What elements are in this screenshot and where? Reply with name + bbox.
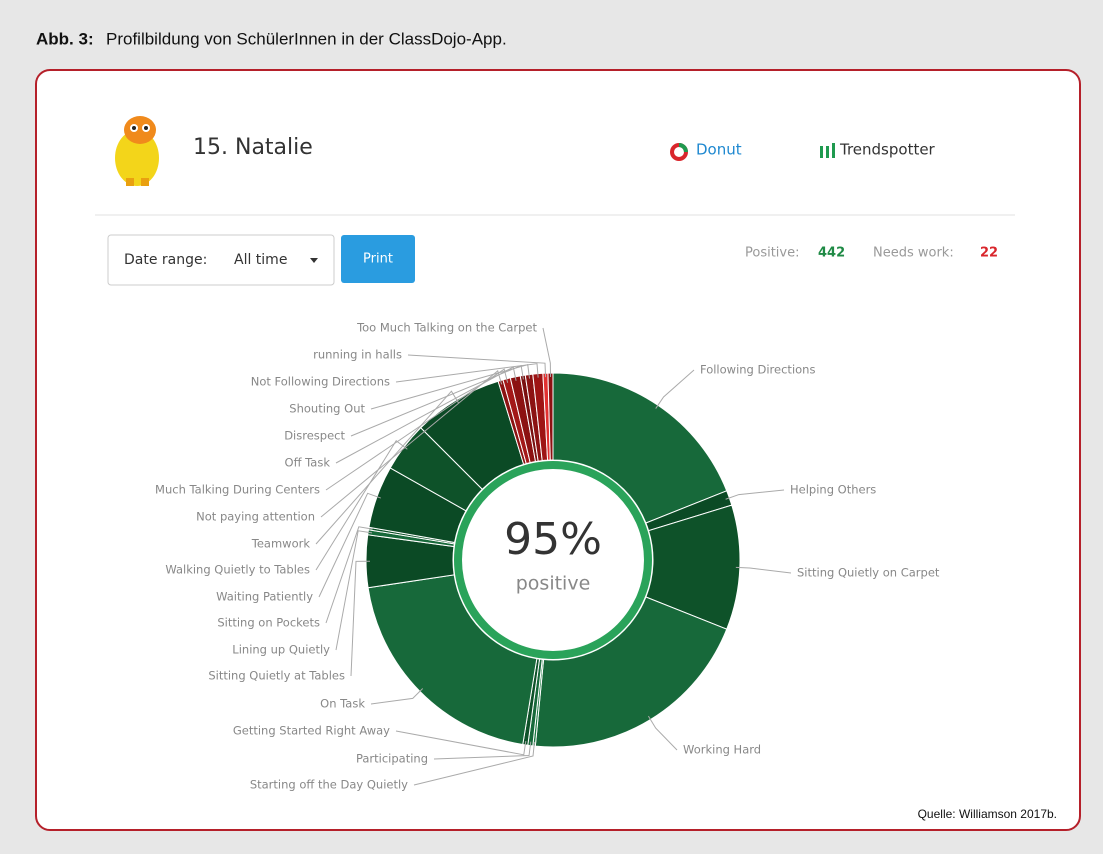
segment-label: Sitting Quietly on Carpet bbox=[797, 566, 940, 580]
segment-label: Much Talking During Centers bbox=[155, 483, 320, 497]
segment-label: Helping Others bbox=[790, 483, 876, 497]
segment-label: Too Much Talking on the Carpet bbox=[356, 321, 537, 335]
segment-label: Off Task bbox=[285, 456, 331, 470]
tab-donut[interactable]: Donut bbox=[696, 141, 742, 159]
source: Quelle: Williamson 2017b. bbox=[918, 807, 1057, 821]
segment-label: Walking Quietly to Tables bbox=[165, 563, 310, 577]
segment-label: Teamwork bbox=[251, 537, 311, 551]
caption-text: Profilbildung von SchülerInnen in der Cl… bbox=[106, 29, 507, 48]
tab-trendspotter[interactable]: Trendspotter bbox=[839, 141, 936, 159]
segment-label: Not paying attention bbox=[196, 510, 315, 524]
segment-label: Following Directions bbox=[700, 363, 815, 377]
date-range-value: All time bbox=[234, 252, 287, 268]
date-range-label: Date range: bbox=[124, 252, 207, 268]
segment-label: running in halls bbox=[313, 348, 402, 362]
student-name: 15. Natalie bbox=[193, 135, 313, 160]
segment-label: Not Following Directions bbox=[251, 375, 390, 389]
positive-value: 442 bbox=[818, 246, 845, 261]
needs-work-value: 22 bbox=[980, 246, 998, 261]
center-sublabel: positive bbox=[516, 573, 591, 595]
segment-label: On Task bbox=[320, 697, 365, 711]
positive-label: Positive: bbox=[745, 246, 800, 261]
segment-label: Sitting Quietly at Tables bbox=[208, 669, 345, 683]
segment-label: Sitting on Pockets bbox=[217, 616, 320, 630]
page: {"caption": {"label": "Abb. 3:", "text":… bbox=[0, 0, 1103, 854]
needs-work-label: Needs work: bbox=[873, 246, 954, 261]
segment-label: Waiting Patiently bbox=[216, 590, 313, 604]
figure: Abb. 3: Profilbildung von SchülerInnen i… bbox=[0, 0, 1103, 854]
caption-label: Abb. 3: bbox=[36, 29, 94, 48]
segment-label: Lining up Quietly bbox=[232, 643, 330, 657]
center-label: 95% bbox=[504, 514, 602, 565]
segment-label: Participating bbox=[356, 752, 428, 766]
segment-label: Getting Started Right Away bbox=[233, 724, 390, 738]
segment-label: Starting off the Day Quietly bbox=[250, 778, 408, 792]
segment-label: Disrespect bbox=[284, 429, 345, 443]
print-label: Print bbox=[363, 252, 393, 267]
segment-label: Working Hard bbox=[683, 743, 761, 757]
segment-label: Shouting Out bbox=[289, 402, 365, 416]
